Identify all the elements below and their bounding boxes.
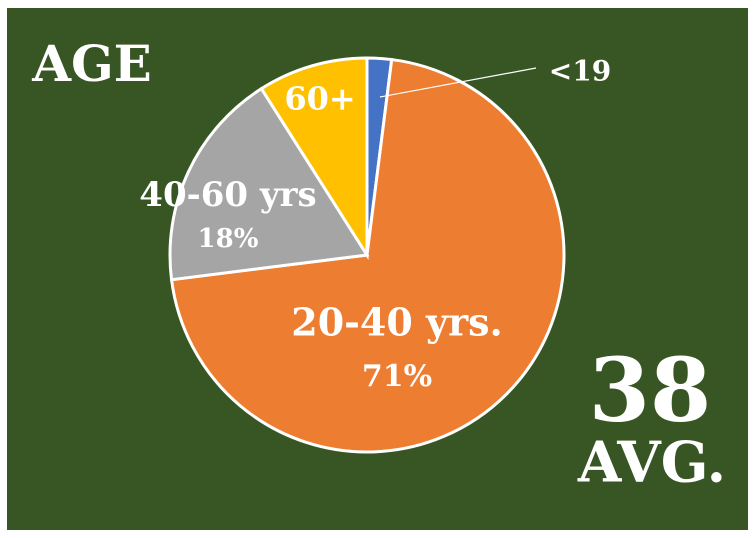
slice-label: 40-60 yrs — [139, 175, 316, 215]
annotation: 38 — [589, 338, 711, 442]
value-label: 18% — [198, 224, 259, 254]
pie-slice — [259, 56, 369, 261]
slice-label: 60+ — [284, 80, 355, 118]
slice-label: 20-40 yrs. — [291, 300, 503, 345]
annotation: AVG. — [577, 430, 726, 496]
pie-slice — [168, 86, 370, 282]
value-label: 71% — [362, 359, 432, 394]
leader-line — [379, 67, 537, 98]
chart-title: AGE — [31, 34, 152, 93]
slice-label: <19 — [549, 55, 611, 88]
